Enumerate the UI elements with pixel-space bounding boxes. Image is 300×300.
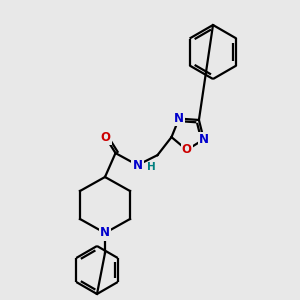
- Text: O: O: [100, 130, 110, 144]
- Text: N: N: [199, 133, 209, 146]
- Text: N: N: [174, 112, 184, 125]
- Text: N: N: [133, 159, 142, 172]
- Text: H: H: [146, 162, 155, 172]
- Text: O: O: [182, 143, 192, 157]
- Text: N: N: [100, 226, 110, 239]
